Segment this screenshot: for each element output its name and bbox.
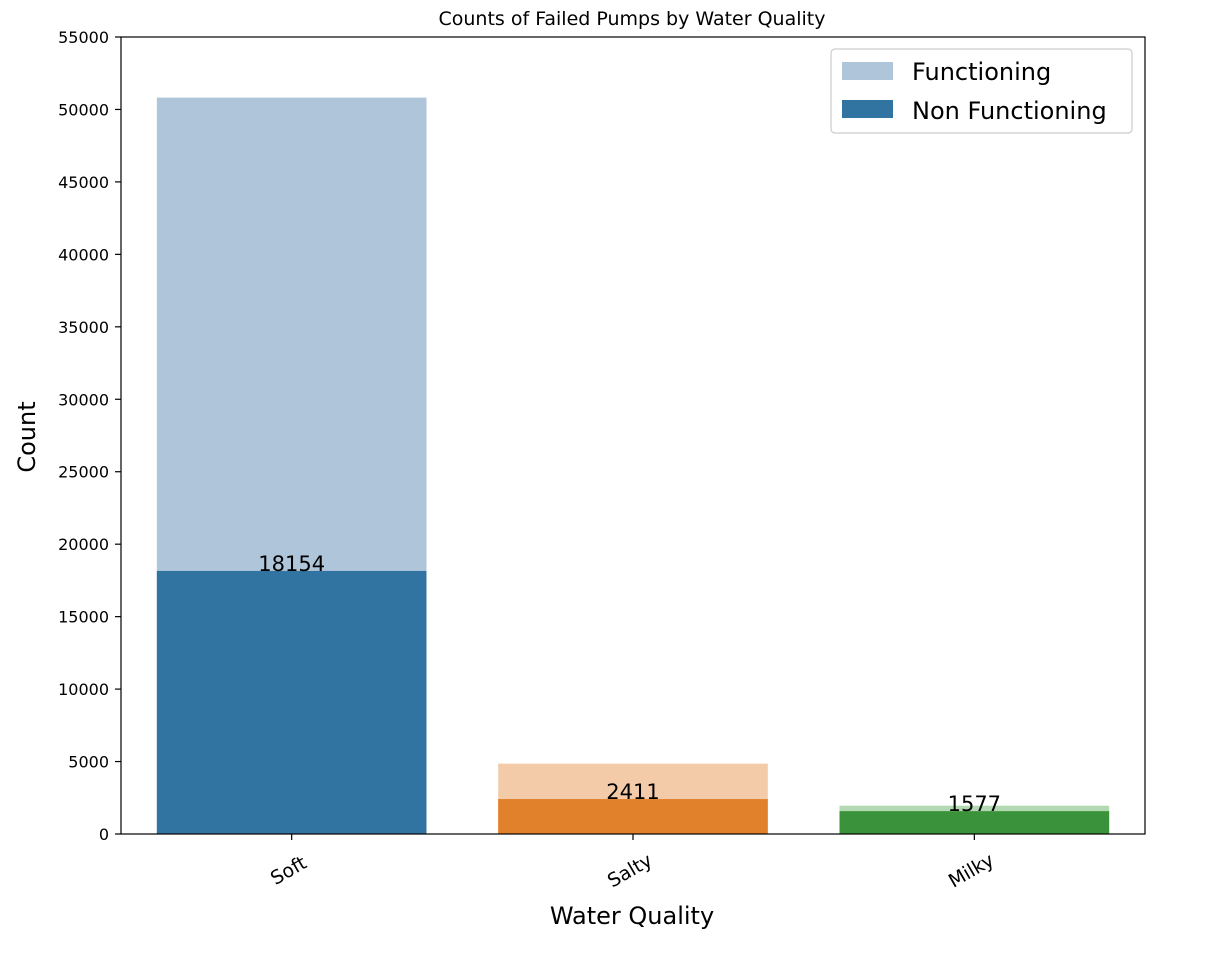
data-label-salty: 2411 [606, 780, 659, 804]
y-tick-label-35000: 35000 [58, 318, 109, 337]
y-tick-label-0: 0 [99, 825, 109, 844]
x-tick-label-milky: Milky [945, 849, 998, 892]
y-tick-label-50000: 50000 [58, 100, 109, 119]
y-tick-label-45000: 45000 [58, 173, 109, 192]
bar-non-functioning-salty [498, 799, 768, 834]
y-axis-label: Count [13, 401, 41, 472]
plot-area: 18154 2411 1577 0 5000 10000 15000 20000 25000 30… [58, 28, 1146, 892]
legend-frame [830, 48, 1133, 134]
data-label-milky: 1577 [948, 792, 1001, 816]
legend-label-non-functioning: Non Functioning [912, 97, 1107, 125]
data-label-soft: 18154 [258, 552, 325, 576]
bar-non-functioning-soft [156, 570, 427, 834]
legend-swatch-functioning [842, 62, 893, 80]
bar-non-functioning-milky [839, 811, 1110, 834]
chart-title: Counts of Failed Pumps by Water Quality [438, 8, 825, 30]
legend-swatch-non-functioning [842, 100, 893, 118]
y-tick-label-25000: 25000 [58, 463, 109, 482]
y-tick-label-20000: 20000 [58, 535, 109, 554]
y-tick-label-15000: 15000 [58, 608, 109, 627]
x-tick-label-salty: Salty [604, 849, 656, 892]
legend-label-functioning: Functioning [912, 58, 1051, 86]
x-axis-label: Water Quality [550, 902, 714, 930]
y-tick-label-30000: 30000 [58, 390, 109, 409]
x-tick-label-soft: Soft [267, 852, 310, 890]
y-tick-label-5000: 5000 [68, 753, 109, 772]
y-tick-label-40000: 40000 [58, 245, 109, 264]
y-tick-label-10000: 10000 [58, 680, 109, 699]
legend: Functioning Non Functioning [830, 48, 1133, 134]
y-tick-label-55000: 55000 [58, 28, 109, 47]
